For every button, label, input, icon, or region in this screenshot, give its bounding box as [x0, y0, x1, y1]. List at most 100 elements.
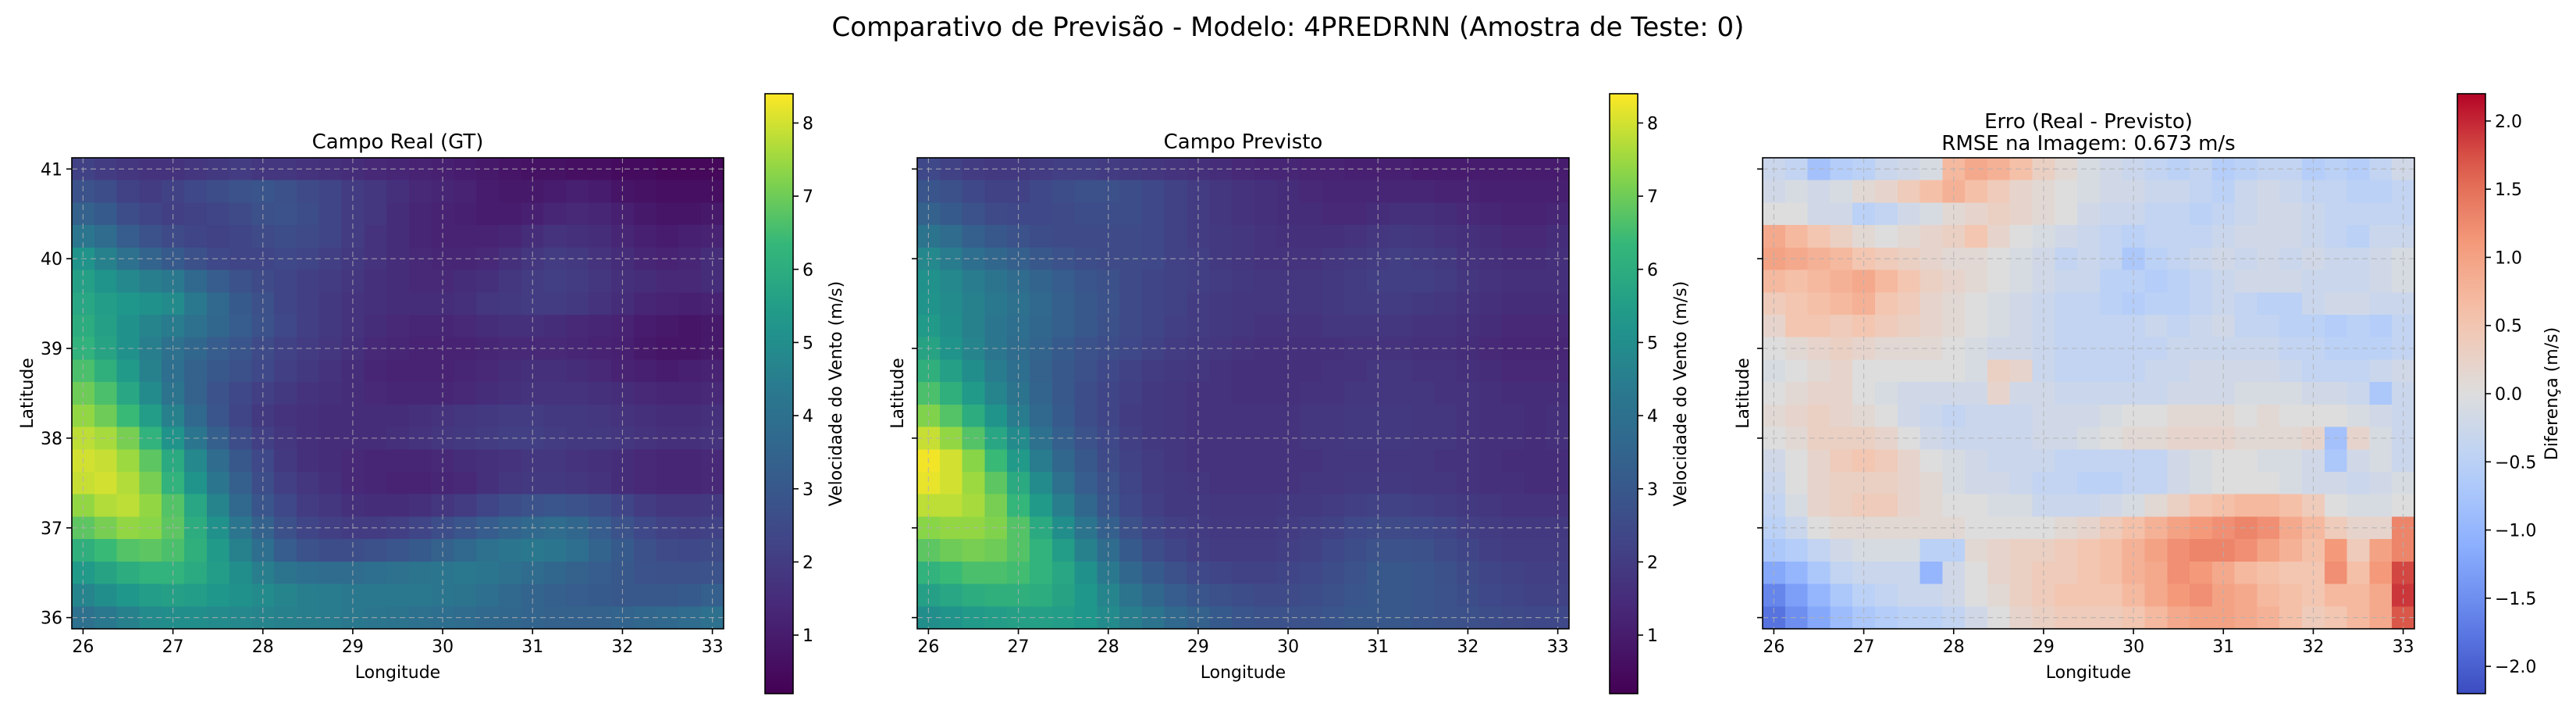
heatmap-cell — [183, 292, 208, 316]
heatmap-cell — [1322, 225, 1345, 248]
heatmap-cell — [1897, 494, 1921, 518]
colorbar-tick-label: 1 — [802, 626, 813, 646]
heatmap-cell — [2211, 359, 2236, 383]
heatmap-cell — [939, 539, 963, 562]
heatmap-cell — [499, 606, 522, 630]
heatmap-cell — [499, 247, 522, 271]
heatmap-cell — [229, 583, 252, 607]
heatmap-cell — [917, 359, 941, 383]
x-axis-label: Longitude — [1201, 663, 1286, 683]
heatmap-cell — [116, 449, 140, 473]
x-tick-label: 27 — [1853, 637, 1875, 657]
x-tick-label: 33 — [2393, 637, 2414, 657]
heatmap-cell — [2144, 225, 2168, 248]
heatmap-cell — [386, 539, 410, 562]
heatmap-cell — [1784, 225, 1809, 248]
heatmap-cell — [633, 583, 657, 607]
heatmap-cell — [1232, 158, 1255, 181]
heatmap-cell — [1344, 337, 1368, 361]
heatmap-cell — [1141, 202, 1165, 226]
heatmap-cell — [183, 449, 208, 473]
heatmap-cell — [1344, 583, 1368, 607]
heatmap-cell — [1141, 292, 1165, 316]
heatmap-cell — [206, 404, 230, 428]
heatmap-cell — [1830, 561, 1853, 585]
heatmap-cell — [2009, 561, 2033, 585]
heatmap-cell — [139, 404, 162, 428]
heatmap-cell — [1524, 269, 1547, 293]
heatmap-cell — [1524, 315, 1547, 338]
heatmap-cell — [476, 449, 500, 473]
heatmap-cell — [1232, 516, 1255, 540]
heatmap-cell — [589, 180, 612, 204]
heatmap-cell — [1987, 202, 2011, 226]
heatmap-cell — [296, 449, 320, 473]
heatmap-cell — [386, 292, 410, 316]
heatmap-cell — [1322, 180, 1345, 204]
heatmap-cell — [1478, 225, 1503, 248]
heatmap-cell — [296, 269, 320, 293]
heatmap-cell — [1987, 583, 2011, 607]
heatmap-cell — [274, 449, 297, 473]
heatmap-cell — [499, 315, 522, 338]
heatmap-cell — [454, 359, 477, 383]
heatmap-cell — [566, 269, 589, 293]
heatmap-cell — [1478, 269, 1503, 293]
heatmap-cell — [2257, 583, 2280, 607]
heatmap-cell — [1965, 404, 1988, 428]
heatmap-cell — [1784, 404, 1809, 428]
heatmap-cell — [1141, 561, 1165, 585]
heatmap-cell — [1209, 269, 1233, 293]
heatmap-cell — [984, 382, 1008, 405]
x-tick-label: 28 — [1943, 637, 1965, 657]
y-axis-label: Latitude — [18, 358, 37, 429]
heatmap-cell — [543, 494, 568, 518]
heatmap-cell — [274, 225, 297, 248]
heatmap-cell — [1478, 583, 1503, 607]
heatmap-cell — [566, 472, 589, 495]
heatmap-cell — [521, 359, 545, 383]
heatmap-cell — [274, 359, 297, 383]
heatmap-cell — [1524, 472, 1547, 495]
heatmap-cell — [1074, 359, 1098, 383]
heatmap-cell — [2279, 359, 2303, 383]
heatmap-cell — [386, 315, 410, 338]
heatmap-cell — [116, 472, 140, 495]
heatmap-cell — [1389, 449, 1413, 473]
heatmap-cell — [2279, 539, 2303, 562]
heatmap-cell — [2190, 180, 2213, 204]
heatmap-cell — [2077, 472, 2101, 495]
heatmap-cell — [656, 494, 680, 518]
heatmap-cell — [939, 494, 963, 518]
heatmap-cell — [1051, 472, 1076, 495]
heatmap-cell — [476, 583, 500, 607]
heatmap-cell — [2324, 292, 2348, 316]
heatmap-cell — [1322, 315, 1345, 338]
heatmap-cell — [116, 382, 140, 405]
heatmap-cell — [318, 202, 343, 226]
heatmap-cell — [2144, 539, 2168, 562]
heatmap-cell — [1119, 606, 1143, 630]
heatmap-cell — [2257, 561, 2280, 585]
heatmap-cell — [633, 404, 657, 428]
heatmap-cell — [1830, 539, 1853, 562]
heatmap-cell — [2279, 382, 2303, 405]
heatmap-cell — [1478, 472, 1503, 495]
heatmap-cell — [2009, 449, 2033, 473]
heatmap-cell — [274, 269, 297, 293]
heatmap-cell — [139, 202, 162, 226]
heatmap-cell — [116, 225, 140, 248]
heatmap-cell — [1411, 472, 1435, 495]
heatmap-cell — [499, 516, 522, 540]
heatmap-cell — [2099, 561, 2123, 585]
heatmap-cell — [2077, 247, 2101, 271]
heatmap-cell — [94, 292, 118, 316]
heatmap-cell — [1852, 247, 1876, 271]
axes-frame — [71, 157, 724, 630]
heatmap-cell — [364, 472, 387, 495]
heatmap-cell — [1434, 269, 1457, 293]
heatmap-cell — [1389, 404, 1413, 428]
heatmap-cell — [656, 404, 680, 428]
heatmap-cell — [1987, 359, 2011, 383]
y-tick-label: 39 — [41, 340, 62, 359]
